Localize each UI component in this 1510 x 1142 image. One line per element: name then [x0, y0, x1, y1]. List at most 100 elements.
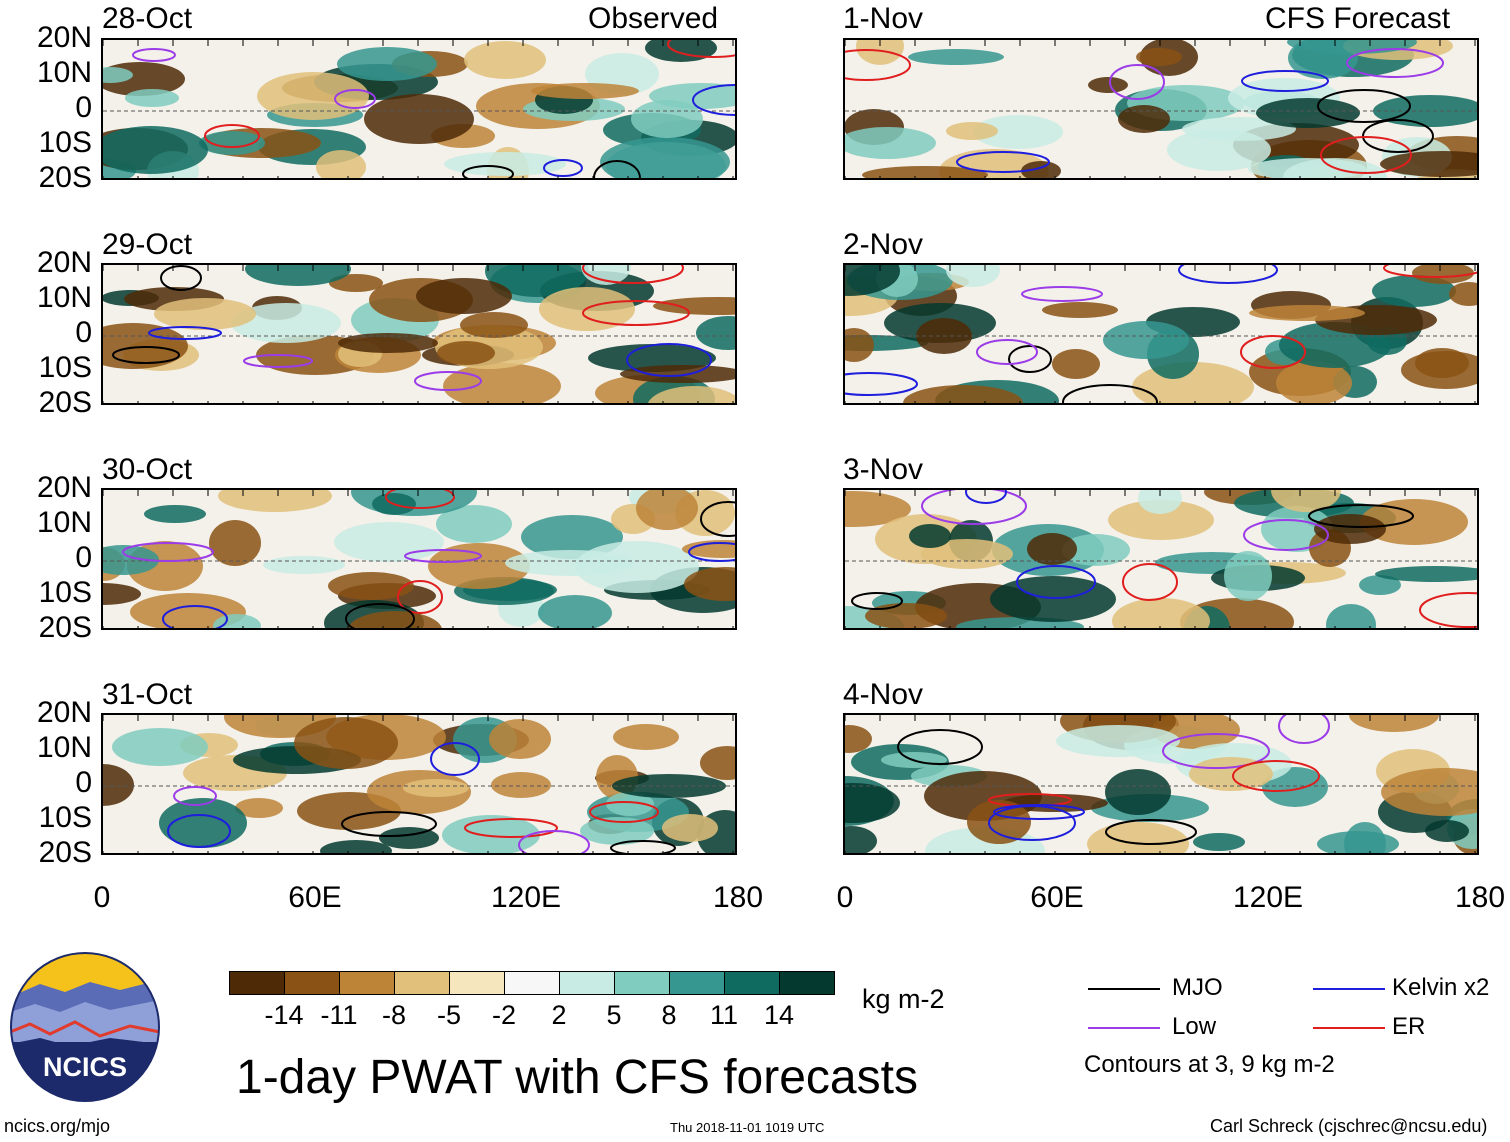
pwat-anomaly-blob — [154, 298, 256, 330]
wave-contour — [589, 801, 659, 823]
legend-mjo-label: MJO — [1172, 974, 1223, 1001]
forecast-label: CFS Forecast — [1265, 2, 1451, 35]
wave-contour — [965, 490, 1007, 504]
wave-contour — [385, 490, 455, 509]
wave-contour — [1346, 48, 1444, 78]
wave-contour — [582, 300, 690, 326]
wave-contour — [1320, 136, 1412, 174]
wave-contour — [162, 605, 228, 628]
wave-contour — [582, 265, 684, 284]
pwat-anomaly-blob — [1317, 831, 1399, 853]
pwat-anomaly-blob — [437, 341, 495, 365]
pwat-anomaly-blob — [647, 386, 735, 403]
map-panel-observed-3 — [101, 488, 737, 630]
panel-date-label: 4-Nov — [843, 678, 924, 711]
pwat-anomaly-blob — [606, 792, 654, 816]
footer-author: Carl Schreck (cjschrec@ncsu.edu) — [1210, 1116, 1488, 1136]
wave-contour — [160, 265, 202, 291]
pwat-anomaly-blob — [1021, 161, 1061, 178]
wave-contour — [1278, 715, 1330, 744]
lat-label: 20N — [36, 696, 92, 729]
pwat-anomaly-blob — [538, 595, 612, 628]
lon-label: 180 — [1454, 881, 1506, 914]
pwat-anomaly-blob — [218, 490, 332, 512]
wave-contour — [626, 343, 712, 377]
map-panel-forecast-3 — [843, 488, 1479, 630]
legend-er-label: ER — [1392, 1013, 1426, 1040]
pwat-anomaly-blob — [364, 94, 474, 144]
wave-contour — [921, 490, 1027, 525]
map-panel-observed-4 — [101, 713, 737, 855]
pwat-anomaly-blob — [103, 583, 141, 605]
pwat-anomaly-blob — [1027, 533, 1077, 565]
pwat-anomaly-blob — [1375, 566, 1477, 582]
pwat-field — [845, 265, 1477, 403]
colorbar-tick-label: -2 — [491, 1000, 516, 1030]
footer-site[interactable]: ncics.org/mjo — [4, 1116, 111, 1136]
wave-contour — [610, 840, 676, 853]
pwat-anomaly-blob — [428, 543, 530, 589]
pwat-anomaly-blob — [700, 746, 735, 780]
panel-date-label: 3-Nov — [843, 453, 924, 486]
colorbar-tick-label: 8 — [661, 1000, 677, 1030]
wave-contour — [345, 603, 415, 628]
pwat-anomaly-blob — [403, 779, 469, 797]
wave-contour — [1232, 760, 1320, 792]
pwat-anomaly-blob — [489, 719, 551, 759]
pwat-anomaly-blob — [443, 363, 561, 403]
lat-label: 10N — [36, 506, 92, 539]
pwat-anomaly-blob — [967, 800, 1031, 844]
pwat-field — [103, 40, 735, 178]
wave-contour — [464, 818, 558, 838]
lon-label: 120E — [490, 881, 562, 914]
pwat-anomaly-blob — [257, 72, 369, 120]
pwat-anomaly-blob — [485, 265, 589, 297]
lat-label: 20N — [36, 246, 92, 279]
wave-contour — [1308, 504, 1414, 528]
wave-contour — [688, 542, 735, 562]
pwat-anomaly-blob — [329, 274, 383, 292]
wave-contour — [845, 372, 918, 396]
pwat-anomaly-blob — [1381, 768, 1477, 816]
panel-date-label: 31-Oct — [102, 678, 193, 711]
lon-label: 60E — [1030, 881, 1084, 914]
wave-contour — [593, 160, 641, 178]
pwat-anomaly-blob — [1103, 321, 1189, 359]
wave-contour — [700, 501, 735, 537]
pwat-anomaly-blob — [464, 41, 546, 79]
pwat-anomaly-blob — [103, 764, 134, 806]
pwat-anomaly-blob — [613, 724, 679, 750]
wave-contour — [122, 542, 214, 562]
wave-contour — [243, 354, 313, 368]
pwat-anomaly-blob — [1062, 534, 1130, 566]
pwat-anomaly-blob — [1182, 117, 1296, 141]
pwat-anomaly-blob — [263, 556, 345, 574]
pwat-anomaly-blob — [103, 126, 208, 174]
lat-label: 10S — [38, 351, 92, 384]
pwat-field — [103, 715, 735, 853]
colorbar-tick-label: 14 — [763, 1000, 795, 1030]
lon-label: 0 — [93, 881, 111, 914]
pwat-anomaly-blob — [1112, 598, 1210, 628]
lat-label: 10S — [38, 126, 92, 159]
wave-contour — [518, 830, 590, 853]
colorbar-swatch — [449, 971, 505, 995]
wave-contour — [414, 371, 482, 391]
pwat-anomaly-blob — [1380, 151, 1477, 177]
pwat-anomaly-blob — [1360, 499, 1468, 545]
legend-mjo-line — [1088, 988, 1160, 990]
pwat-anomaly-blob — [231, 303, 341, 343]
pwat-anomaly-blob — [531, 83, 639, 99]
pwat-anomaly-blob — [865, 603, 947, 628]
pwat-anomaly-blob — [946, 122, 998, 140]
pwat-anomaly-blob — [662, 814, 718, 842]
pwat-anomaly-blob — [1042, 302, 1118, 318]
pwat-anomaly-blob — [1056, 725, 1180, 757]
footer-timestamp: Thu 2018-11-01 1019 UTC — [670, 1120, 825, 1135]
panel-date-label: 29-Oct — [102, 228, 193, 261]
wave-contour — [1383, 265, 1477, 278]
pwat-anomaly-blob — [903, 385, 1023, 403]
pwat-anomaly-blob — [580, 817, 654, 845]
pwat-anomaly-blob — [946, 265, 1000, 287]
pwat-anomaly-blob — [1224, 551, 1272, 601]
